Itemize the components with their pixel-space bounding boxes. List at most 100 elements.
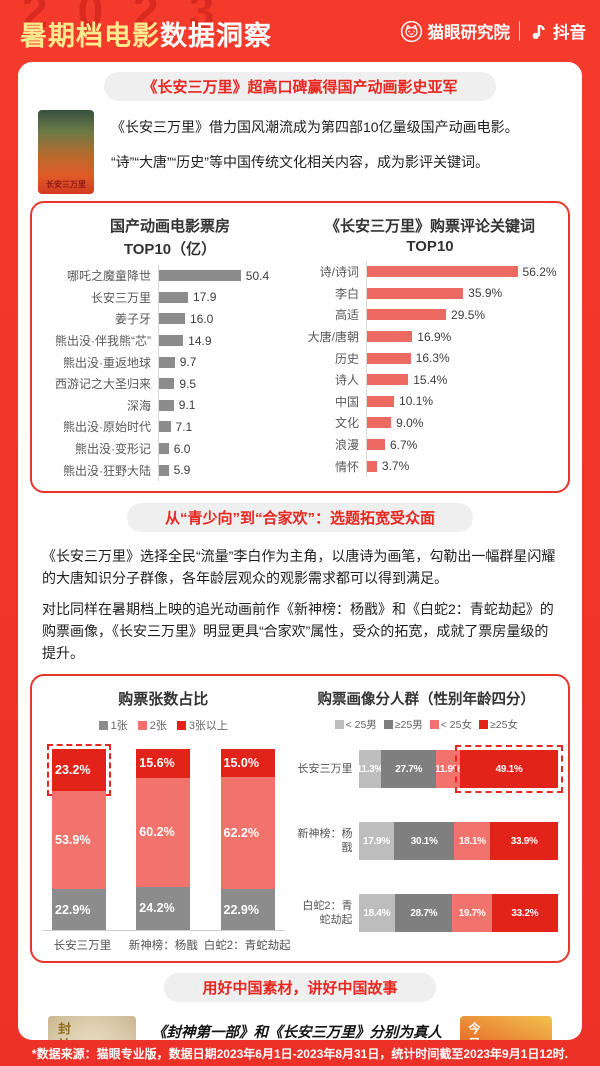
boxoffice-top10-chart: 国产动画电影票房 TOP10（亿） 哪吒之魔童降世 50.4 长安三万里 17.9 姜子… <box>40 215 300 481</box>
bar-row: 文化 9.0% <box>300 412 560 434</box>
bar-segment: 30.1% <box>394 822 455 861</box>
bar-value: 10.1% <box>399 394 434 409</box>
bar-row: 西游记之大圣归来 9.5 <box>40 372 300 395</box>
bar-row: 熊出没·原始时代 7.1 <box>40 416 300 438</box>
bar-segment: 19.7% <box>452 894 492 933</box>
row-label: 新神榜：杨戬 <box>297 828 353 855</box>
changan-poster-thumbnail: 长安三万里 <box>38 110 94 194</box>
column-segment: 15.0% <box>220 749 275 777</box>
bar-row: 熊出没·狂野大陆 5.9 <box>40 459 300 481</box>
column-segment: 23.2% <box>47 744 111 797</box>
bar-segment: 18.4% <box>358 894 396 933</box>
legend-swatch <box>334 720 344 730</box>
bar <box>159 335 184 347</box>
legend-label: < 25女 <box>440 719 472 732</box>
bar-value: 9.1 <box>178 398 196 413</box>
row-label: 长安三万里 <box>297 763 353 776</box>
legend-swatch <box>383 720 393 730</box>
bar-row: 李白 35.9% <box>300 282 560 305</box>
bar-value: 15.4% <box>413 372 448 387</box>
column-segment: 24.2% <box>136 886 191 931</box>
bar-track: 56.2% <box>366 261 560 283</box>
demographic-row: 白蛇2：青蛇劫起 18.4% 28.7% 19.7% 33.2% <box>295 894 558 933</box>
bar-track: 50.4 <box>158 265 300 287</box>
bar-value: 6.0 <box>173 441 191 456</box>
bar-segment: 27.7% <box>381 750 437 789</box>
bar-value: 5.9 <box>173 463 191 478</box>
bar <box>367 417 392 429</box>
row-label: 白蛇2：青蛇劫起 <box>302 900 353 927</box>
stacked-bar: 18.4% 28.7% 19.7% 33.2% <box>358 894 558 933</box>
column-segment: 62.2% <box>220 776 275 889</box>
bar <box>367 374 409 386</box>
bar <box>159 291 189 303</box>
bar-value: 3.7% <box>381 459 410 474</box>
bar-label: 高适 <box>334 308 359 323</box>
bar-row: 哪吒之魔童降世 50.4 <box>40 265 300 287</box>
bar-label: 大唐/唐朝 <box>307 330 359 345</box>
legend-label: 2张 <box>149 720 167 733</box>
bar-value: 35.9% <box>468 286 503 301</box>
bar-track: 6.7% <box>366 433 560 456</box>
bar <box>159 378 175 390</box>
section1-paragraph-2: “诗”“大唐”“历史”等中国传统文化相关内容，成为影评关键词。 <box>111 154 489 170</box>
bar-value: 7.1 <box>175 419 193 434</box>
bar-value: 17.9 <box>193 290 217 305</box>
bar-row: 情怀 3.7% <box>300 455 560 477</box>
section3-content: 封神 《封神第一部》和《长安三万里》分别为真人和动画电影如何呈现“中国风”再次作… <box>18 1002 582 1040</box>
header-logos: 猫眼研究院 抖音 <box>400 0 586 62</box>
bar-value: 16.0 <box>189 311 214 326</box>
bar-value: 9.0% <box>396 415 424 430</box>
bar-label: 文化 <box>334 416 359 431</box>
legend-item: < 25女 <box>429 717 472 732</box>
stacked-bar: 11.3%27.7%11.9%49.1% <box>358 745 563 794</box>
bar-row: 深海 9.1 <box>40 394 300 417</box>
bar-row: 诗/诗词 56.2% <box>300 261 560 283</box>
section1-intro: 长安三万里 《长安三万里》借力国风潮流成为第四部10亿量级国产动画电影。 “诗”… <box>18 101 582 194</box>
bar-label: 诗人 <box>334 373 359 388</box>
ticket-count-xlabels: 长安三万里 新神榜：杨戬 白蛇2：青蛇劫起 <box>42 931 291 953</box>
release-poster-title: 今日上映 <box>466 1022 483 1040</box>
bar-value: 6.7% <box>389 437 418 452</box>
bar-row: 诗人 15.4% <box>300 368 560 391</box>
logo-divider <box>519 21 520 41</box>
bar-segment: 49.1% <box>455 745 563 794</box>
section1-text: 《长安三万里》借力国风潮流成为第四部10亿量级国产动画电影。 “诗”“大唐”“历… <box>111 110 519 187</box>
bar-value: 29.5% <box>451 307 486 322</box>
boxoffice-chart-title: 国产动画电影票房 <box>109 218 230 235</box>
section1-paragraph-1: 《长安三万里》借力国风潮流成为第四部10亿量级国产动画电影。 <box>111 119 519 135</box>
legend-item: ≥25男 <box>383 717 423 732</box>
column-segment: 22.9% <box>52 888 106 931</box>
ticket-count-chart: 购票张数占比 1张 2张 3张以上 23.2% 53.9% 22.9% 15.6% 60.2… <box>42 688 291 953</box>
category-label: 新神榜：杨戬 <box>128 940 198 953</box>
section1-banner: 《长安三万里》超高口碑赢得国产动画影史亚军 <box>104 72 496 101</box>
section2-paragraph-2: 对比同样在暑期档上映的追光动画前作《新神榜：杨戬》和《白蛇2：青蛇劫起》的购票画… <box>42 601 554 661</box>
bar-value: 14.9 <box>188 333 212 348</box>
bar-label: 中国 <box>334 394 359 409</box>
bar-label: 浪漫 <box>334 438 359 453</box>
bar-track: 15.4% <box>366 368 560 391</box>
year-watermark: 2023 <box>22 0 245 37</box>
bar-track: 16.0 <box>158 308 300 330</box>
header: 2023 暑期档电影数据洞察 猫眼研究院 <box>0 0 600 62</box>
bar <box>367 266 518 278</box>
bar-label: 熊出没·重返地球 <box>63 355 151 370</box>
bar <box>367 352 411 364</box>
bar-segment: 33.9% <box>490 822 558 861</box>
bar-segment: 11.3% <box>358 750 382 789</box>
legend-label: < 25男 <box>345 719 377 732</box>
bar-value: 9.7 <box>179 355 197 370</box>
demographics-chart-title: 购票画像分人群（性别年龄四分） <box>317 692 536 709</box>
legend-swatch <box>98 720 108 730</box>
keywords-chart-subtitle: TOP10 <box>406 238 454 255</box>
legend-swatch <box>176 720 186 730</box>
footer-note-bar: *数据来源：猫眼专业版，数据日期2023年6月1日-2023年8月31日，统计时… <box>0 1040 600 1066</box>
bar-value: 9.5 <box>179 376 197 391</box>
bar-label: 熊出没·原始时代 <box>63 420 151 435</box>
legend-swatch <box>478 720 488 730</box>
bar-label: 熊出没·伴我熊“芯” <box>55 334 151 349</box>
column-segment: 60.2% <box>136 777 191 887</box>
legend-item: 3张以上 <box>176 717 228 733</box>
boxoffice-bars: 哪吒之魔童降世 50.4 长安三万里 17.9 姜子牙 16.0 熊出没·伴我熊“芯” 14.… <box>40 265 300 481</box>
